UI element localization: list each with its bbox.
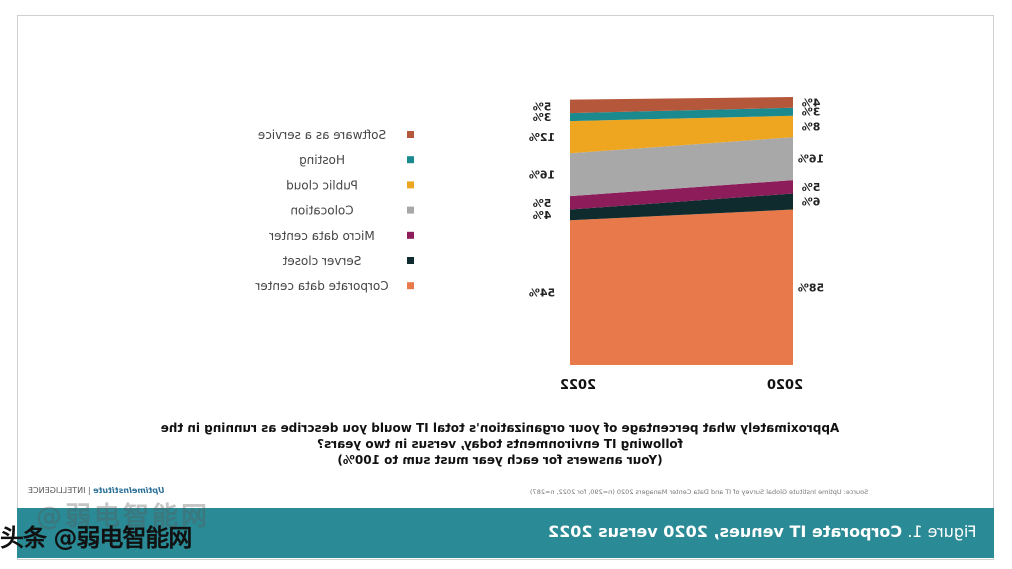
- legend-swatch-public-cloud: [407, 181, 414, 189]
- segment-software-as-a-service: [570, 97, 793, 114]
- segment-hosting: [570, 107, 793, 122]
- segment-micro-data-center: [570, 180, 793, 210]
- legend-swatch-server-closet: [407, 257, 414, 264]
- legend-label-server-closet: Server closet: [282, 254, 361, 268]
- legend-swatch-software-as-a-service: [407, 131, 414, 138]
- category-label-2022: 2022: [560, 378, 596, 393]
- chart-frame: [17, 15, 994, 560]
- data-label-2022-public-cloud: 12%: [529, 131, 555, 144]
- figure-prefix: Figure 1.: [906, 522, 976, 541]
- legend-swatch-corporate-data-center: [407, 282, 414, 290]
- figure-title: Figure 1. Corporate IT venues, 2020 vers…: [548, 522, 976, 541]
- legend-swatch-colocation: [407, 206, 414, 214]
- data-label-2022-colocation: 16%: [529, 169, 555, 182]
- question-line-3: (Your answers for each year must sum to …: [337, 453, 663, 467]
- survey-question: Approximately what percentage of your or…: [150, 420, 850, 468]
- watermark-ghost: @弱电智能网: [36, 502, 211, 532]
- legend-swatch-hosting: [407, 156, 414, 164]
- data-label-2020-software-as-a-service: 4%: [802, 96, 821, 109]
- segment-colocation: [570, 137, 793, 197]
- legend-label-public-cloud: Public cloud: [286, 178, 358, 192]
- data-label-2022-server-closet: 4%: [533, 209, 552, 222]
- data-label-2020-corporate-data-center: 58%: [798, 281, 824, 294]
- data-label-2020-colocation: 16%: [798, 153, 824, 166]
- segment-corporate-data-center: [570, 209, 793, 365]
- data-label-2020-hosting: 3%: [802, 106, 821, 119]
- question-line-2: following IT environments today, versus …: [317, 437, 683, 451]
- segment-public-cloud: [570, 115, 793, 154]
- figure-banner: Figure 1. Corporate IT venues, 2020 vers…: [17, 508, 994, 558]
- source-note: Source: Uptime Institute Global Survey o…: [530, 488, 869, 496]
- watermark: 头条 @弱电智能网: [0, 524, 192, 552]
- uptime-logo: UptimeInstitute | INTELLIGENCE: [28, 486, 165, 495]
- data-label-2020-public-cloud: 8%: [802, 120, 821, 133]
- data-label-2022-micro-data-center: 5%: [533, 197, 552, 210]
- category-label-2020: 2020: [767, 378, 803, 393]
- data-label-2022-hosting: 3%: [533, 111, 552, 124]
- segment-server-closet: [570, 193, 793, 221]
- data-label-2020-server-closet: 6%: [802, 196, 821, 209]
- legend-label-software-as-a-service: Software as a service: [258, 128, 386, 142]
- question-line-1: Approximately what percentage of your or…: [160, 421, 840, 435]
- logo-suffix: INTELLIGENCE: [28, 486, 86, 495]
- legend-label-corporate-data-center: Corporate data center: [255, 279, 388, 293]
- legend-swatch-micro-data-center: [407, 231, 414, 239]
- data-label-2020-micro-data-center: 5%: [802, 181, 821, 194]
- legend-label-hosting: Hosting: [299, 153, 345, 167]
- legend-label-micro-data-center: Micro data center: [269, 229, 375, 243]
- legend-label-colocation: Colocation: [290, 204, 353, 218]
- figure-title-text: Corporate IT venues, 2020 versus 2022: [547, 522, 902, 541]
- data-label-2022-corporate-data-center: 54%: [529, 287, 555, 300]
- data-label-2022-software-as-a-service: 5%: [533, 100, 552, 113]
- logo-brand: UptimeInstitute: [93, 486, 165, 495]
